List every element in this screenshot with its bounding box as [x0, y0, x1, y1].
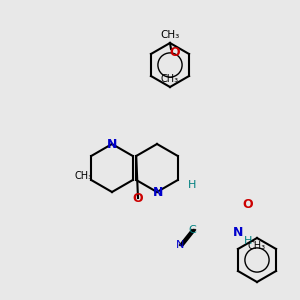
Text: CH₃: CH₃ [161, 74, 179, 84]
Text: CH₃: CH₃ [74, 171, 92, 181]
Text: N: N [153, 185, 163, 199]
Text: O: O [133, 191, 143, 205]
Text: N: N [107, 137, 117, 151]
Text: H: H [188, 180, 196, 190]
Text: O: O [170, 46, 180, 59]
Text: O: O [243, 199, 253, 212]
Text: N: N [176, 240, 184, 250]
Text: C: C [188, 225, 196, 235]
Text: N: N [233, 226, 243, 239]
Text: CH₃: CH₃ [248, 241, 266, 251]
Text: H: H [244, 236, 252, 246]
Text: CH₃: CH₃ [160, 30, 180, 40]
